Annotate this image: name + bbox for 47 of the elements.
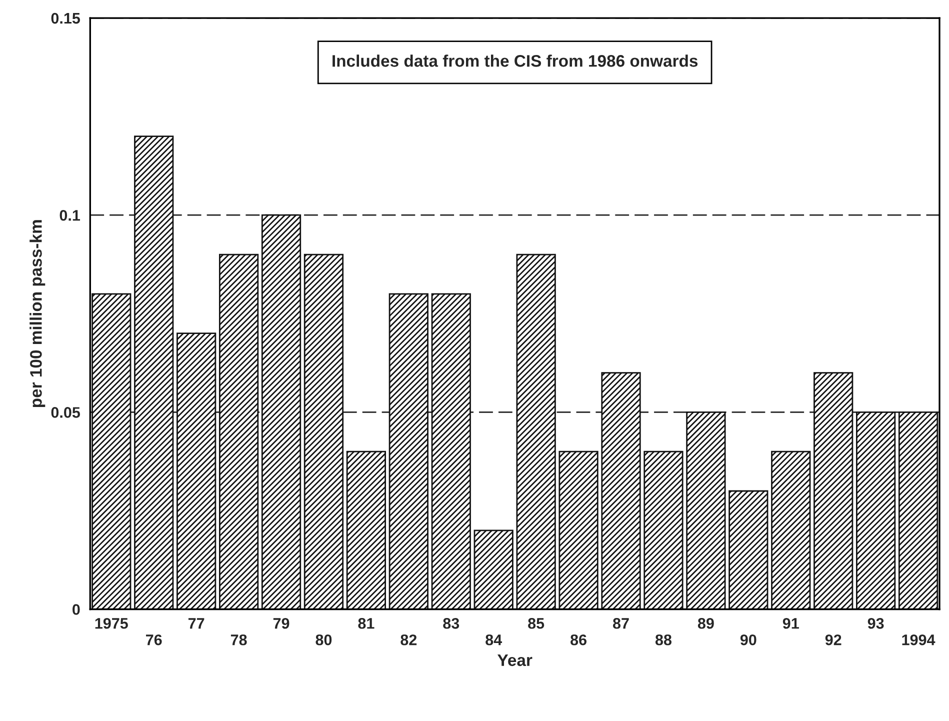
annotation: Includes data from the CIS from 1986 onwards bbox=[332, 54, 698, 67]
x-tick-label: 81 bbox=[358, 618, 374, 629]
x-tick-label: 1994 bbox=[902, 634, 936, 646]
x-tick-label: 78 bbox=[230, 634, 247, 646]
bar bbox=[814, 372, 854, 610]
bar bbox=[644, 450, 684, 610]
bar bbox=[304, 254, 344, 610]
x-tick-label: 76 bbox=[146, 634, 162, 646]
x-tick-label: 1975 bbox=[95, 618, 128, 629]
x-tick-label: 93 bbox=[868, 618, 884, 629]
x-tick-label: 89 bbox=[698, 618, 714, 629]
x-tick-label: 87 bbox=[612, 618, 629, 629]
bar bbox=[898, 411, 938, 610]
bar bbox=[218, 254, 259, 610]
bar bbox=[431, 293, 471, 610]
y-axis-title: per 100 million pass-km bbox=[30, 220, 46, 408]
bar bbox=[388, 293, 428, 610]
y-tick-label: 0.05 bbox=[51, 407, 80, 418]
bar bbox=[261, 214, 302, 610]
bar bbox=[176, 332, 216, 610]
bar bbox=[771, 450, 811, 610]
bar bbox=[601, 372, 641, 610]
x-tick-label: 86 bbox=[570, 634, 586, 646]
bar bbox=[474, 530, 514, 610]
bar bbox=[346, 450, 386, 610]
x-tick-label: 77 bbox=[188, 618, 204, 629]
bar bbox=[134, 136, 174, 610]
x-tick-label: 90 bbox=[740, 634, 756, 646]
y-tick-label: 0.1 bbox=[60, 210, 80, 221]
x-tick-label: 79 bbox=[273, 618, 290, 629]
bar bbox=[686, 411, 726, 610]
y-tick-label: 0 bbox=[72, 604, 80, 615]
bar bbox=[728, 490, 768, 610]
x-tick-label: 92 bbox=[825, 634, 842, 646]
x-tick-label: 91 bbox=[782, 618, 799, 629]
x-tick-label: 80 bbox=[316, 634, 332, 646]
x-tick-label: 82 bbox=[400, 634, 417, 646]
x-axis-title: Year bbox=[498, 654, 532, 666]
bar bbox=[516, 254, 556, 610]
bar bbox=[558, 450, 598, 610]
x-tick-label: 84 bbox=[486, 634, 502, 646]
bar bbox=[856, 411, 896, 610]
bar bbox=[92, 293, 132, 610]
y-tick-label: 0.15 bbox=[51, 12, 80, 24]
x-tick-label: 83 bbox=[443, 618, 460, 629]
x-tick-label: 88 bbox=[655, 634, 672, 646]
x-tick-label: 85 bbox=[528, 618, 544, 629]
